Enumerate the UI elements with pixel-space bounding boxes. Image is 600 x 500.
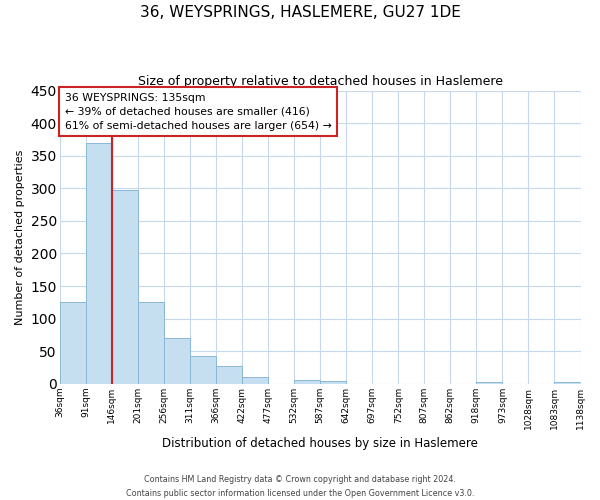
- Text: Contains HM Land Registry data © Crown copyright and database right 2024.
Contai: Contains HM Land Registry data © Crown c…: [126, 476, 474, 498]
- Bar: [242, 377, 268, 384]
- Bar: [190, 356, 216, 384]
- Bar: [112, 190, 138, 384]
- Bar: [60, 302, 86, 384]
- Bar: [320, 380, 346, 384]
- Y-axis label: Number of detached properties: Number of detached properties: [15, 150, 25, 325]
- Bar: [554, 382, 581, 384]
- Title: Size of property relative to detached houses in Haslemere: Size of property relative to detached ho…: [137, 75, 503, 88]
- Bar: [164, 338, 190, 384]
- Bar: [138, 302, 164, 384]
- Bar: [476, 382, 502, 384]
- Bar: [294, 380, 320, 384]
- X-axis label: Distribution of detached houses by size in Haslemere: Distribution of detached houses by size …: [162, 437, 478, 450]
- Text: 36, WEYSPRINGS, HASLEMERE, GU27 1DE: 36, WEYSPRINGS, HASLEMERE, GU27 1DE: [140, 5, 460, 20]
- Bar: [86, 142, 112, 384]
- Bar: [216, 366, 242, 384]
- Text: 36 WEYSPRINGS: 135sqm
← 39% of detached houses are smaller (416)
61% of semi-det: 36 WEYSPRINGS: 135sqm ← 39% of detached …: [65, 92, 332, 130]
